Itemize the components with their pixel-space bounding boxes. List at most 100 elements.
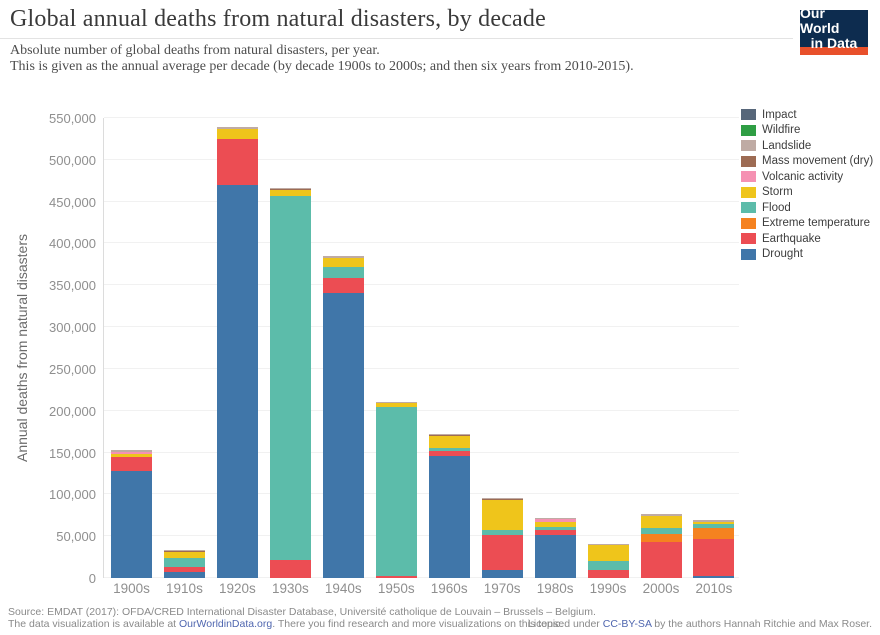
owid-link[interactable]: OurWorldinData.org bbox=[179, 618, 273, 630]
legend-item-extreme-temperature: Extreme temperature bbox=[741, 216, 873, 232]
bar-segment-1950s-storm[interactable] bbox=[375, 403, 417, 408]
bar-segment-2000s-flood[interactable] bbox=[640, 528, 682, 534]
bar-segment-1910s-landslide[interactable] bbox=[163, 550, 205, 552]
bar-segment-1980s-landslide[interactable] bbox=[534, 518, 576, 520]
bar-segment-1970s-storm[interactable] bbox=[481, 500, 523, 530]
bar-segment-1910s-earthquake[interactable] bbox=[163, 567, 205, 573]
bar-segment-1900s-storm[interactable] bbox=[111, 453, 152, 457]
bar-segment-1910s-storm[interactable] bbox=[163, 552, 205, 558]
bar-1990s[interactable] bbox=[587, 543, 629, 578]
gridline-400000 bbox=[104, 242, 739, 244]
legend-swatch-icon bbox=[741, 248, 756, 260]
bar-segment-1920s-landslide[interactable] bbox=[216, 127, 258, 129]
bar-segment-1940s-storm[interactable] bbox=[322, 257, 364, 267]
bar-segment-1990s-earthquake[interactable] bbox=[587, 570, 629, 578]
bar-segment-1910s-flood[interactable] bbox=[163, 557, 205, 568]
bar-1970s[interactable] bbox=[481, 498, 523, 578]
bar-segment-1960s-earthquake[interactable] bbox=[428, 450, 470, 456]
bar-segment-1980s-storm[interactable] bbox=[534, 521, 576, 527]
bar-segment-1980s-earthquake[interactable] bbox=[534, 529, 576, 536]
bar-segment-1990s-storm[interactable] bbox=[587, 545, 629, 562]
bar-segment-1960s-flood[interactable] bbox=[428, 447, 470, 451]
bar-segment-1960s-landslide[interactable] bbox=[428, 433, 470, 435]
bar-segment-2000s-landslide[interactable] bbox=[640, 513, 682, 516]
x-tick-label-1950s: 1950s bbox=[377, 581, 415, 596]
bar-segment-2000s-extreme-temperature[interactable] bbox=[640, 533, 682, 543]
legend-item-flood: Flood bbox=[741, 200, 873, 216]
bar-segment-1960s-mass-movement-dry[interactable] bbox=[428, 434, 470, 436]
subtitle-line-2: This is given as the annual average per … bbox=[10, 59, 634, 74]
bar-segment-1930s-landslide[interactable] bbox=[269, 187, 311, 190]
bar-segment-1900s-volcanic-activity[interactable] bbox=[111, 451, 152, 454]
bar-1980s[interactable] bbox=[534, 518, 576, 578]
owid-logo-stripe bbox=[800, 47, 868, 55]
y-tick-label: 150,000 bbox=[49, 445, 96, 461]
bar-segment-2000s-earthquake[interactable] bbox=[640, 542, 682, 578]
legend-swatch-icon bbox=[741, 171, 756, 183]
bar-segment-2010s-extreme-temperature[interactable] bbox=[693, 527, 735, 539]
bar-1910s[interactable] bbox=[163, 550, 205, 578]
bar-segment-2010s-flood[interactable] bbox=[693, 523, 735, 528]
bar-segment-1910s-drought[interactable] bbox=[163, 572, 205, 578]
bar-segment-1960s-drought[interactable] bbox=[428, 455, 470, 578]
bar-1950s[interactable] bbox=[375, 401, 417, 578]
legend-item-storm: Storm bbox=[741, 185, 873, 201]
x-tick-label-1940s: 1940s bbox=[324, 581, 362, 596]
bar-segment-1930s-flood[interactable] bbox=[269, 195, 311, 561]
bar-segment-1920s-earthquake[interactable] bbox=[216, 138, 258, 185]
bar-segment-1940s-landslide[interactable] bbox=[322, 256, 364, 258]
bar-segment-1950s-earthquake[interactable] bbox=[375, 576, 417, 578]
bar-segment-1970s-flood[interactable] bbox=[481, 529, 523, 536]
subtitle-line-1: Absolute number of global deaths from na… bbox=[10, 43, 380, 58]
bar-segment-1900s-landslide[interactable] bbox=[111, 449, 152, 452]
bar-segment-1970s-drought[interactable] bbox=[481, 569, 523, 578]
bar-segment-1980s-volcanic-activity[interactable] bbox=[534, 519, 576, 522]
gridline-350000 bbox=[104, 284, 739, 286]
bar-segment-1900s-drought[interactable] bbox=[111, 470, 152, 578]
bar-segment-1920s-drought[interactable] bbox=[216, 184, 258, 578]
bar-segment-2010s-landslide[interactable] bbox=[693, 520, 735, 522]
bar-2000s[interactable] bbox=[640, 513, 682, 578]
bar-segment-1990s-flood[interactable] bbox=[587, 561, 629, 571]
bar-segment-1930s-storm[interactable] bbox=[269, 189, 311, 196]
bar-segment-1940s-drought[interactable] bbox=[322, 292, 364, 578]
bar-segment-1970s-earthquake[interactable] bbox=[481, 535, 523, 570]
bar-segment-1980s-flood[interactable] bbox=[534, 526, 576, 530]
bar-1960s[interactable] bbox=[428, 433, 470, 578]
bar-segment-1950s-landslide[interactable] bbox=[375, 401, 417, 404]
legend-swatch-icon bbox=[741, 140, 756, 152]
bar-segment-1920s-storm[interactable] bbox=[216, 128, 258, 139]
legend: Impact Wildfire Landslide Mass movement (dr… bbox=[741, 107, 873, 262]
bar-segment-2010s-drought[interactable] bbox=[693, 576, 735, 578]
bar-segment-1910s-mass-movement-dry[interactable] bbox=[163, 551, 205, 553]
bar-segment-1900s-earthquake[interactable] bbox=[111, 456, 152, 471]
bar-1930s[interactable] bbox=[269, 187, 311, 578]
bar-segment-1990s-landslide[interactable] bbox=[587, 543, 629, 546]
bar-segment-1930s-earthquake[interactable] bbox=[269, 560, 311, 578]
header-divider bbox=[0, 38, 793, 39]
bar-segment-1970s-mass-movement-dry[interactable] bbox=[481, 499, 523, 501]
bar-segment-1980s-drought[interactable] bbox=[534, 535, 576, 578]
gridline-50000 bbox=[104, 535, 739, 537]
y-tick-label: 400,000 bbox=[49, 236, 96, 252]
bar-segment-2000s-storm[interactable] bbox=[640, 515, 682, 529]
bar-segment-1940s-flood[interactable] bbox=[322, 266, 364, 278]
bar-segment-2010s-earthquake[interactable] bbox=[693, 538, 735, 577]
legend-item-volcanic-activity: Volcanic activity bbox=[741, 169, 873, 185]
bar-1920s[interactable] bbox=[216, 127, 258, 578]
bar-1940s[interactable] bbox=[322, 256, 364, 578]
bar-segment-1960s-storm[interactable] bbox=[428, 435, 470, 448]
bar-segment-1950s-flood[interactable] bbox=[375, 407, 417, 577]
y-tick-label: 50,000 bbox=[56, 529, 96, 545]
bar-segment-1930s-mass-movement-dry[interactable] bbox=[269, 188, 311, 190]
bar-segment-1940s-earthquake[interactable] bbox=[322, 277, 364, 293]
y-tick-label: 0 bbox=[88, 571, 96, 586]
bar-segment-2010s-storm[interactable] bbox=[693, 521, 735, 524]
license-link[interactable]: CC-BY-SA bbox=[602, 618, 652, 630]
gridline-550000 bbox=[104, 117, 739, 118]
x-tick-label-1970s: 1970s bbox=[483, 581, 521, 596]
y-tick-label: 550,000 bbox=[49, 111, 96, 126]
bar-2010s[interactable] bbox=[693, 520, 735, 578]
bar-segment-1970s-landslide[interactable] bbox=[481, 498, 523, 500]
bar-1900s[interactable] bbox=[111, 449, 152, 578]
